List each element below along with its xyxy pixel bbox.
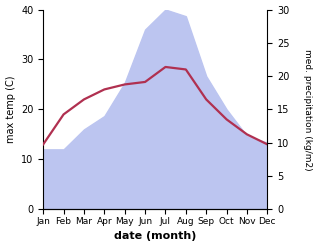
Y-axis label: med. precipitation (kg/m2): med. precipitation (kg/m2) [303,49,313,170]
X-axis label: date (month): date (month) [114,231,197,242]
Y-axis label: max temp (C): max temp (C) [5,76,16,143]
